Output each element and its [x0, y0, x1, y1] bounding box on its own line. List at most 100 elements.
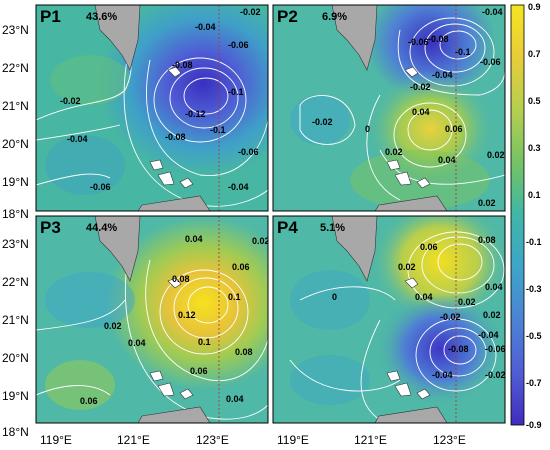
colorbar-tick: -0.5 — [526, 331, 542, 341]
y-tick-label: 22°N — [2, 61, 29, 75]
contour-label: -0.04 — [67, 134, 88, 144]
y-tick-label: 20°N — [2, 351, 29, 365]
x-axis-labels: 119°E 121°E 123°E 119°E 121°E 123°E — [40, 433, 466, 447]
contour-label: 0.1 — [228, 292, 241, 302]
contour-label: 0.06 — [80, 396, 98, 406]
x-tick-label: 121°E — [354, 433, 387, 447]
y-tick-label: 23°N — [2, 237, 29, 251]
contour-label: 0.02 — [398, 262, 416, 272]
contour-label: 0.04 — [438, 155, 456, 165]
contour-lines — [299, 17, 505, 201]
contour-lines — [36, 44, 268, 207]
contour-label: 0.08 — [172, 274, 190, 284]
colorbar-tick: 0.1 — [528, 190, 541, 200]
contour-label: 0.02 — [487, 150, 505, 160]
contour-label: 0.06 — [232, 262, 250, 272]
colorbar-tick: -0.9 — [526, 420, 542, 430]
contour-lines — [289, 231, 505, 421]
x-tick-label: 121°E — [117, 433, 150, 447]
y-tick-label: 23°N — [2, 23, 29, 37]
colorbar-tick: 0.3 — [528, 143, 541, 153]
contour-label: 0.04 — [412, 107, 430, 117]
x-tick-label: 123°E — [433, 433, 466, 447]
contour-label: -0.06 — [408, 37, 429, 47]
contour-label: 0.06 — [445, 124, 463, 134]
y-tick-label: 20°N — [2, 137, 29, 151]
contour-label: 0.02 — [385, 147, 403, 157]
contour-label: 0.02 — [478, 198, 496, 208]
contour-label: 0.02 — [252, 236, 270, 246]
contour-label: -0.08 — [448, 344, 469, 354]
contour-label: -0.02 — [240, 7, 261, 17]
y-axis-labels-top: 23°N 22°N 21°N 20°N 19°N 18°N — [2, 23, 29, 221]
contour-label: 0.04 — [226, 394, 244, 404]
contour-label: -0.04 — [478, 330, 499, 340]
panel-p2: -0.04 -0.06 -0.08 -0.1 -0.06 -0.04 -0.02… — [273, 5, 505, 211]
contour-label: -0.1 — [210, 125, 226, 135]
contour-label: -0.02 — [485, 370, 506, 380]
contour-label: 0.02 — [483, 310, 501, 320]
contour-label: 0.1 — [198, 337, 211, 347]
colorbar-gradient — [510, 4, 525, 426]
contour-label: 0.02 — [458, 297, 476, 307]
contour-label: -0.1 — [455, 47, 471, 57]
y-axis-labels-bottom: 23°N 22°N 21°N 20°N 19°N 18°N — [2, 237, 29, 439]
contour-label: 0.06 — [420, 242, 438, 252]
colorbar-tick: 0.7 — [528, 49, 541, 59]
contour-label: -0.04 — [482, 7, 503, 17]
contour-lines — [36, 244, 268, 420]
y-tick-label: 18°N — [2, 425, 29, 439]
colorbar-tick: -0.3 — [526, 284, 542, 294]
variance-percent: 43.6% — [86, 11, 117, 23]
contour-label: 0.02 — [104, 321, 122, 331]
contour-label: 0.08 — [235, 347, 253, 357]
contour-label: 0.08 — [478, 235, 496, 245]
contour-label: 0.04 — [485, 282, 503, 292]
land-island — [149, 159, 164, 171]
y-tick-label: 19°N — [2, 389, 29, 403]
panel-p3: 0.04 0.06 0.02 0.08 0.1 0.12 0.1 0.08 0.… — [36, 216, 270, 423]
contour-label: -0.06 — [485, 344, 506, 354]
panel-label: P2 — [277, 7, 298, 26]
contour-label: -0.06 — [228, 40, 249, 50]
contour-label: 0.04 — [185, 234, 203, 244]
contour-label: -0.08 — [428, 34, 449, 44]
colorbar-tick: 0.5 — [528, 96, 541, 106]
contour-label: 0.06 — [190, 366, 208, 376]
colorbar-tick: -0.1 — [526, 237, 542, 247]
contour-label: -0.12 — [185, 109, 206, 119]
x-tick-label: 119°E — [40, 433, 72, 447]
contour-label: -0.06 — [480, 57, 501, 67]
panel-label: P1 — [40, 7, 61, 26]
contour-label: -0.04 — [432, 370, 453, 380]
contour-label: 0.04 — [415, 292, 433, 302]
contour-label: -0.02 — [312, 117, 333, 127]
land-island — [179, 177, 194, 189]
land-luzon — [137, 195, 211, 211]
contour-label: -0.02 — [410, 82, 431, 92]
contour-label: -0.08 — [165, 132, 186, 142]
variance-percent: 44.4% — [86, 222, 117, 234]
colorbar-tick: -0.7 — [526, 378, 542, 388]
contour-label: -0.02 — [60, 96, 81, 106]
y-tick-label: 21°N — [2, 99, 29, 113]
contour-label: 0 — [365, 124, 370, 134]
contour-label: 0.12 — [178, 310, 196, 320]
colorbar: 0.9 0.7 0.5 0.3 0.1 -0.1 -0.3 -0.5 -0.7 … — [510, 2, 542, 430]
contour-label: 0.04 — [128, 338, 146, 348]
y-tick-label: 21°N — [2, 313, 29, 327]
land-island — [157, 171, 175, 186]
land-island — [167, 66, 182, 78]
panel-p1: -0.02 -0.04 -0.06 -0.08 -0.1 -0.12 -0.1 … — [36, 5, 268, 211]
contour-label: -0.04 — [195, 22, 216, 32]
contour-label: 0 — [332, 292, 337, 302]
panel-label: P4 — [277, 218, 298, 237]
panel-label: P3 — [40, 218, 61, 237]
contour-label: -0.06 — [238, 147, 259, 157]
variance-percent: 5.1% — [320, 222, 345, 234]
contour-label: -0.1 — [228, 87, 244, 97]
y-tick-label: 22°N — [2, 275, 29, 289]
contour-label: -0.06 — [90, 182, 111, 192]
land-taiwan — [94, 5, 141, 71]
